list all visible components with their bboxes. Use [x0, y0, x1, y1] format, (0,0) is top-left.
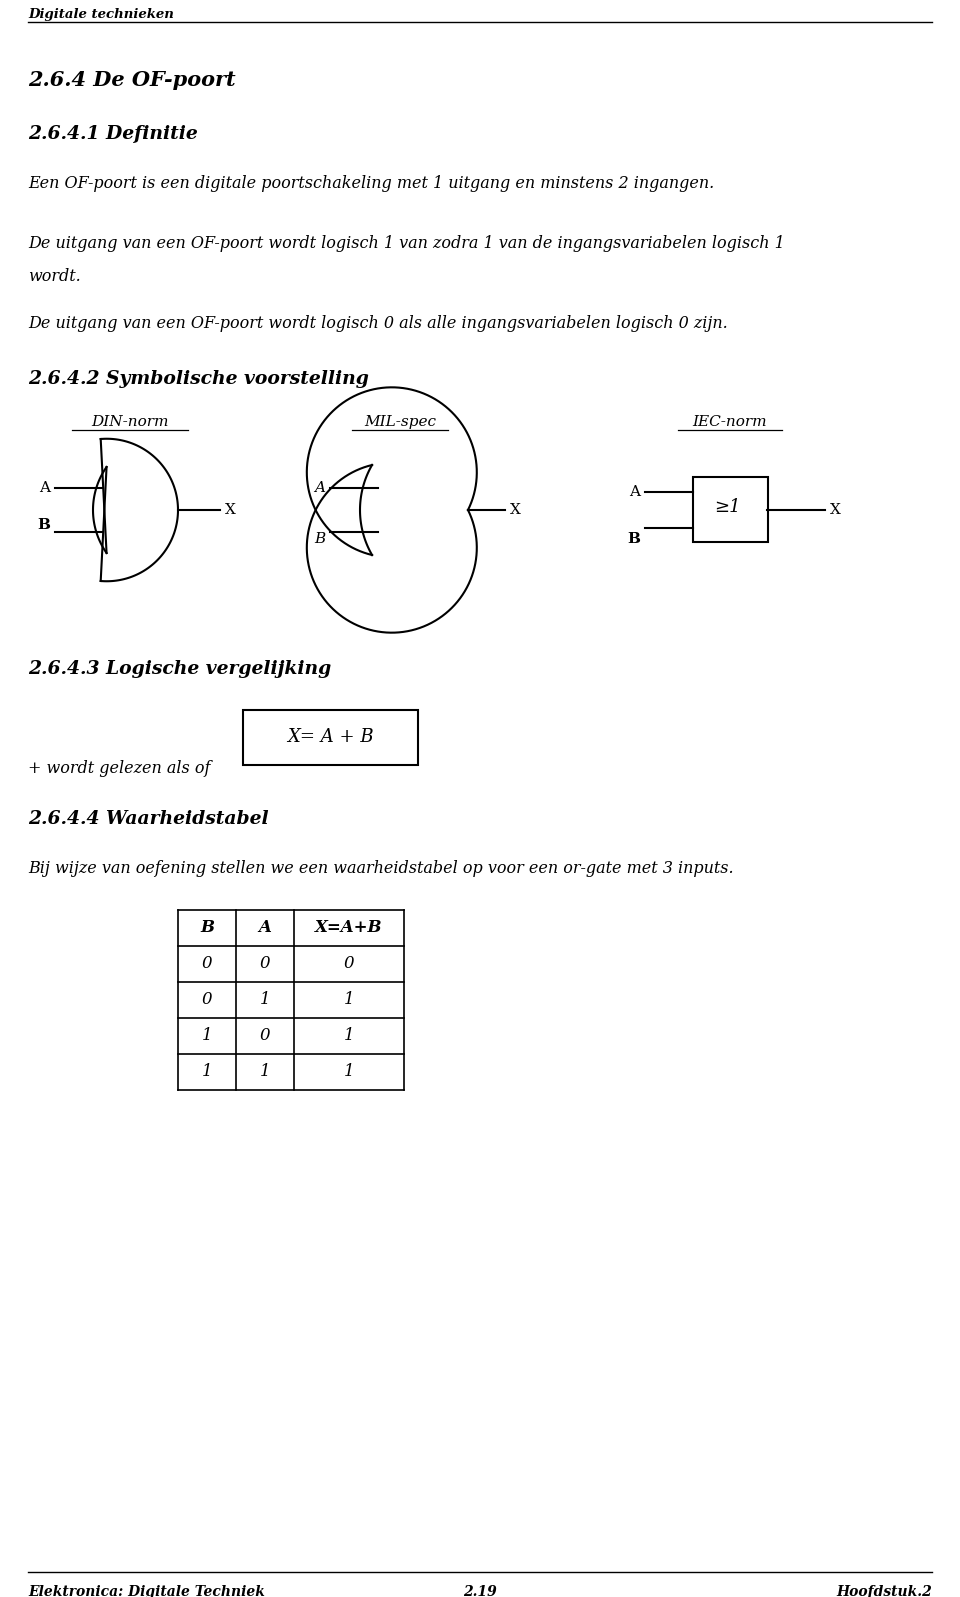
- Text: Een OF-poort is een digitale poortschakeling met 1 uitgang en minstens 2 ingange: Een OF-poort is een digitale poortschake…: [28, 176, 714, 192]
- Text: 0: 0: [260, 1027, 271, 1044]
- Text: A: A: [258, 920, 272, 936]
- Bar: [693, 478, 768, 541]
- Text: Elektronica: Digitale Techniek: Elektronica: Digitale Techniek: [28, 1584, 265, 1597]
- Text: X= A + B: X= A + B: [287, 728, 373, 746]
- Text: 0: 0: [202, 992, 212, 1008]
- Text: De uitgang van een OF-poort wordt logisch 1 van zodra 1 van de ingangsvariabelen: De uitgang van een OF-poort wordt logisc…: [28, 235, 784, 252]
- Text: X: X: [830, 503, 841, 517]
- Text: 2.6.4.3 Logische vergelijking: 2.6.4.3 Logische vergelijking: [28, 660, 331, 679]
- Bar: [243, 711, 418, 765]
- Text: 2.6.4.4 Waarheidstabel: 2.6.4.4 Waarheidstabel: [28, 810, 269, 827]
- Text: A: A: [629, 485, 640, 498]
- Text: X: X: [225, 503, 236, 517]
- Text: 1: 1: [344, 1027, 354, 1044]
- Text: + wordt gelezen als of: + wordt gelezen als of: [28, 760, 210, 778]
- Text: 1: 1: [260, 992, 271, 1008]
- Text: B: B: [200, 920, 214, 936]
- Text: Bij wijze van oefening stellen we een waarheidstabel op voor een or-gate met 3 i: Bij wijze van oefening stellen we een wa…: [28, 861, 733, 877]
- Text: DIN-norm: DIN-norm: [91, 415, 169, 430]
- Text: A: A: [39, 481, 50, 495]
- Text: wordt.: wordt.: [28, 268, 81, 284]
- Text: A: A: [314, 481, 325, 495]
- Text: X=A+B: X=A+B: [315, 920, 383, 936]
- Text: Hoofdstuk.2: Hoofdstuk.2: [836, 1584, 932, 1597]
- Text: B: B: [627, 532, 640, 546]
- Text: 0: 0: [202, 955, 212, 973]
- Text: 1: 1: [260, 1064, 271, 1081]
- Text: 2.19: 2.19: [463, 1584, 497, 1597]
- Text: 0: 0: [260, 955, 271, 973]
- Text: ≥1: ≥1: [713, 498, 740, 516]
- Text: 1: 1: [202, 1027, 212, 1044]
- Text: B: B: [37, 517, 50, 532]
- Text: 2.6.4.2 Symbolische voorstelling: 2.6.4.2 Symbolische voorstelling: [28, 371, 369, 388]
- Text: Digitale technieken: Digitale technieken: [28, 8, 174, 21]
- Text: MIL-spec: MIL-spec: [364, 415, 436, 430]
- Text: 1: 1: [202, 1064, 212, 1081]
- Text: 2.6.4.1 Definitie: 2.6.4.1 Definitie: [28, 125, 198, 144]
- Text: B: B: [314, 532, 325, 546]
- Text: X: X: [510, 503, 521, 517]
- Text: 1: 1: [344, 1064, 354, 1081]
- Text: IEC-norm: IEC-norm: [693, 415, 767, 430]
- Text: De uitgang van een OF-poort wordt logisch 0 als alle ingangsvariabelen logisch 0: De uitgang van een OF-poort wordt logisc…: [28, 315, 728, 332]
- Text: 0: 0: [344, 955, 354, 973]
- Text: 1: 1: [344, 992, 354, 1008]
- Text: 2.6.4 De OF-poort: 2.6.4 De OF-poort: [28, 70, 235, 89]
